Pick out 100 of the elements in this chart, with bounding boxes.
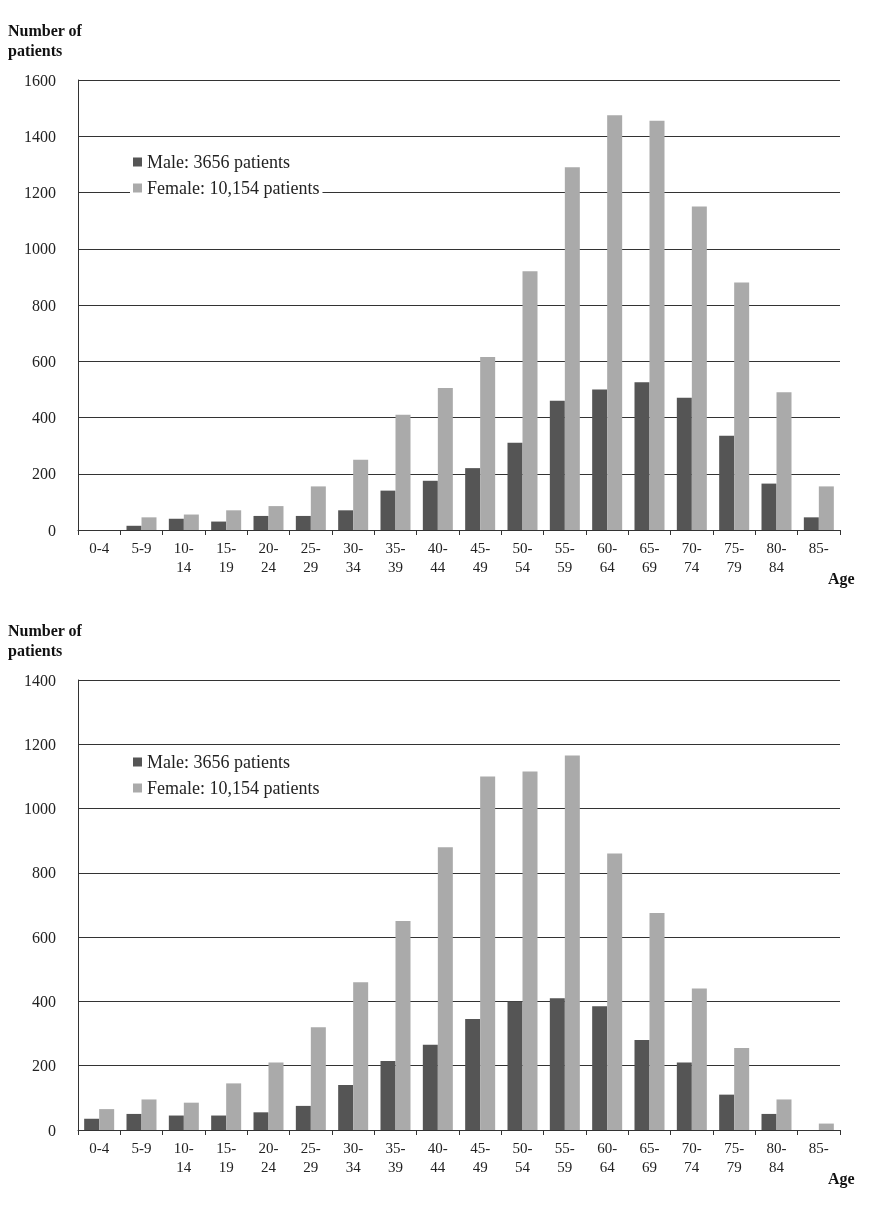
bar	[549, 400, 565, 530]
x-tick-label: 70-74	[681, 539, 702, 575]
bar	[776, 1099, 792, 1130]
x-tick-label: 5-9	[131, 1139, 152, 1156]
bar	[226, 1083, 242, 1130]
x-tick-label: 80-84	[766, 539, 787, 575]
bar	[268, 506, 284, 530]
bar	[564, 167, 580, 530]
x-axis-title: Age	[828, 569, 855, 588]
x-tick-label: 85-	[808, 539, 829, 556]
bar	[295, 1105, 311, 1130]
bar	[592, 1006, 608, 1130]
bar	[607, 115, 623, 530]
legend-label: Male: 3656 patients	[147, 752, 290, 772]
bar	[168, 1115, 184, 1130]
bar	[634, 1040, 650, 1130]
bar	[211, 521, 227, 530]
y-tick-label: 400	[32, 992, 56, 1010]
y-tick-label: 1400	[24, 671, 56, 689]
bar	[126, 525, 142, 530]
x-tick-label: 40-44	[427, 539, 448, 575]
x-tick-label: 20-24	[258, 1139, 279, 1175]
x-tick-label: 55-59	[554, 539, 575, 575]
x-tick-label: 25-29	[300, 1139, 321, 1175]
bar	[253, 515, 269, 530]
x-tick-label: 65-69	[639, 1139, 660, 1175]
x-tick-label: 15-19	[216, 1139, 237, 1175]
legend-label: Female: 10,154 patients	[147, 778, 320, 798]
bar	[818, 486, 834, 530]
bar	[803, 517, 819, 530]
y-tick-label: 1400	[24, 127, 56, 145]
y-tick-label: 0	[48, 1121, 56, 1139]
y-tick-label: 600	[32, 352, 56, 370]
bar	[522, 771, 538, 1130]
x-tick-label: 65-69	[639, 539, 660, 575]
bar	[761, 483, 777, 530]
x-tick-label: 30-34	[343, 539, 364, 575]
x-tick-label: 45-49	[470, 1139, 491, 1175]
x-tick-label: 75-79	[724, 1139, 745, 1175]
bar	[168, 518, 184, 530]
x-tick-label: 35-39	[385, 1139, 406, 1175]
legend-label: Female: 10,154 patients	[147, 178, 320, 198]
bar	[183, 514, 199, 530]
bar	[734, 282, 750, 530]
bar	[549, 998, 565, 1130]
bar	[634, 382, 650, 530]
bar	[691, 988, 707, 1130]
bar	[310, 1027, 326, 1130]
bar	[776, 392, 792, 530]
bar	[395, 921, 411, 1130]
y-tick-label: 200	[32, 1057, 56, 1075]
y-tick-label: 600	[32, 928, 56, 946]
bar	[295, 515, 311, 530]
x-tick-label: 0-4	[89, 539, 110, 556]
bar	[761, 1113, 777, 1130]
y-tick-label: 0	[48, 521, 56, 539]
bar	[183, 1102, 199, 1130]
bar	[141, 1099, 157, 1130]
y-tick-label: 1000	[24, 240, 56, 258]
x-tick-label: 75-79	[724, 539, 745, 575]
y-tick-label: 800	[32, 864, 56, 882]
bar	[211, 1115, 227, 1130]
bar	[380, 1060, 396, 1130]
bar	[395, 414, 411, 530]
x-tick-label: 25-29	[300, 539, 321, 575]
bar	[676, 397, 692, 530]
bar	[126, 1113, 142, 1130]
y-tick-label: 1000	[24, 800, 56, 818]
bar	[465, 468, 481, 530]
bar	[719, 1094, 735, 1130]
x-tick-label: 5-9	[131, 539, 152, 556]
bar	[338, 1085, 354, 1130]
bar	[649, 913, 665, 1130]
bar	[253, 1112, 269, 1130]
x-tick-label: 60-64	[597, 539, 618, 575]
bar	[480, 357, 496, 530]
x-tick-label: 85-	[808, 1139, 829, 1156]
bar	[353, 459, 369, 530]
x-tick-label: 30-34	[343, 1139, 364, 1175]
bar	[480, 776, 496, 1130]
bar	[437, 847, 453, 1130]
bar	[141, 517, 157, 530]
x-tick-label: 0-4	[89, 1139, 110, 1156]
x-tick-label: 50-54	[512, 1139, 533, 1175]
bar	[422, 1044, 438, 1130]
bar	[310, 486, 326, 530]
x-tick-label: 60-64	[597, 1139, 618, 1175]
y-tick-label: 400	[32, 409, 56, 426]
x-tick-label: 10-14	[173, 1139, 194, 1175]
bar	[380, 490, 396, 530]
bar	[734, 1048, 750, 1130]
y-axis-title: Number of patients	[8, 21, 83, 60]
bar	[338, 510, 354, 530]
bar	[818, 1123, 834, 1130]
x-tick-label: 45-49	[470, 539, 491, 575]
y-tick-label: 800	[32, 296, 56, 314]
x-tick-label: 50-54	[512, 539, 533, 575]
x-axis-title: Age	[828, 1169, 855, 1188]
x-tick-label: 15-19	[216, 539, 237, 575]
bar	[465, 1019, 481, 1130]
